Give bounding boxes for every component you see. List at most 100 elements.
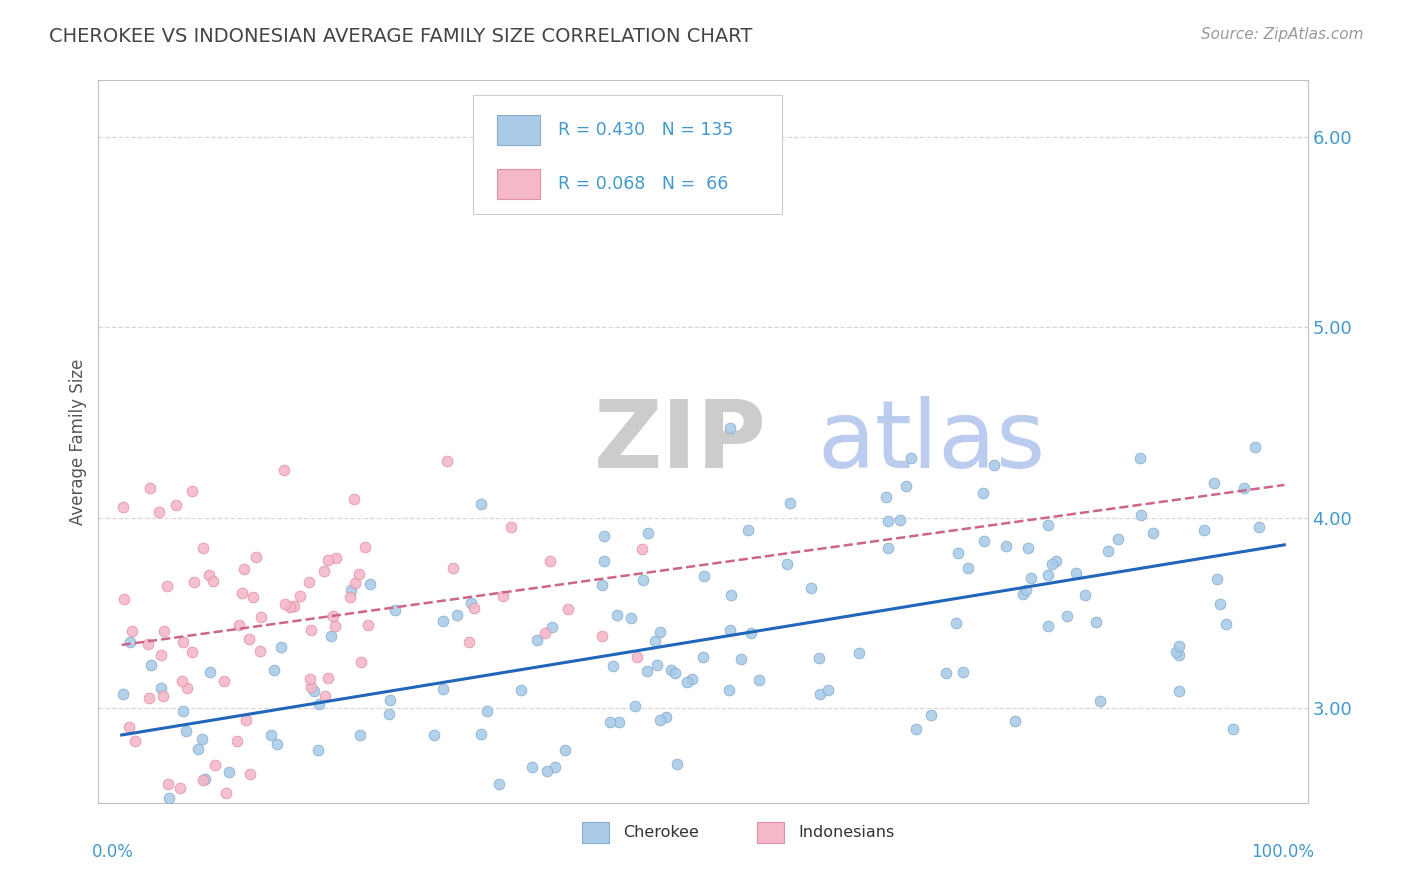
Point	[776, 558, 799, 572]
Point	[432, 681, 454, 696]
Point	[191, 731, 214, 746]
Point	[149, 681, 172, 695]
Point	[187, 742, 209, 756]
Point	[250, 610, 273, 624]
Point	[1209, 597, 1232, 611]
Point	[290, 589, 312, 603]
Point	[648, 625, 671, 640]
Point	[636, 664, 658, 678]
Point	[1045, 554, 1067, 568]
Point	[299, 623, 322, 637]
Point	[191, 541, 214, 556]
Point	[876, 514, 898, 528]
Point	[278, 599, 301, 614]
Text: CHEROKEE VS INDONESIAN AVERAGE FAMILY SIZE CORRELATION CHART: CHEROKEE VS INDONESIAN AVERAGE FAMILY SI…	[49, 27, 752, 45]
Point	[446, 608, 468, 623]
Point	[1167, 648, 1189, 662]
Point	[1015, 583, 1038, 598]
Point	[538, 554, 561, 568]
Point	[645, 657, 668, 672]
Point	[245, 550, 267, 565]
Point	[994, 539, 1017, 553]
Point	[371, 808, 394, 822]
Point	[693, 568, 716, 582]
Point	[779, 496, 801, 510]
Point	[664, 665, 686, 680]
Point	[165, 499, 187, 513]
Point	[889, 513, 911, 527]
Point	[557, 602, 579, 616]
Point	[1066, 566, 1088, 581]
Point	[692, 649, 714, 664]
Point	[384, 603, 406, 617]
Point	[215, 786, 238, 800]
Point	[593, 529, 616, 543]
Point	[593, 554, 616, 568]
Point	[121, 624, 143, 638]
Point	[344, 576, 367, 591]
Text: 0.0%: 0.0%	[93, 843, 134, 861]
Point	[139, 481, 162, 495]
Point	[316, 671, 339, 685]
Point	[308, 697, 330, 711]
Point	[1036, 567, 1059, 582]
Point	[298, 673, 321, 687]
Point	[720, 588, 742, 602]
Point	[1129, 450, 1152, 465]
Point	[1038, 619, 1060, 633]
Point	[541, 619, 564, 633]
Point	[808, 651, 831, 665]
Point	[1232, 481, 1254, 495]
Point	[983, 458, 1005, 472]
Point	[112, 687, 135, 701]
Point	[441, 561, 464, 575]
Point	[644, 634, 666, 648]
Point	[138, 690, 160, 705]
Point	[118, 720, 141, 734]
Point	[808, 687, 831, 701]
Point	[378, 707, 401, 722]
Point	[429, 831, 451, 846]
Point	[266, 737, 288, 751]
Point	[139, 657, 162, 672]
Point	[136, 637, 159, 651]
Point	[204, 757, 226, 772]
FancyBboxPatch shape	[498, 169, 540, 200]
Y-axis label: Average Family Size: Average Family Size	[69, 359, 87, 524]
Point	[118, 635, 141, 649]
Point	[650, 713, 672, 727]
Point	[624, 698, 647, 713]
Text: R = 0.430   N = 135: R = 0.430 N = 135	[558, 121, 734, 139]
Point	[875, 490, 897, 504]
Point	[972, 486, 994, 500]
Point	[153, 624, 176, 638]
Point	[730, 651, 752, 665]
Point	[620, 611, 643, 625]
Point	[470, 727, 492, 741]
Point	[470, 497, 492, 511]
Point	[112, 592, 135, 607]
Point	[1168, 684, 1191, 698]
Point	[191, 772, 214, 787]
Point	[194, 772, 217, 786]
Point	[172, 704, 194, 718]
Point	[1205, 572, 1227, 586]
Point	[270, 640, 292, 654]
Point	[501, 520, 523, 534]
Point	[602, 659, 624, 673]
Point	[172, 635, 194, 649]
Point	[148, 505, 170, 519]
Text: atlas: atlas	[818, 395, 1046, 488]
Point	[896, 478, 918, 492]
Point	[1107, 532, 1129, 546]
Point	[718, 624, 741, 638]
Point	[225, 734, 247, 748]
Point	[307, 743, 329, 757]
Point	[423, 727, 446, 741]
Text: Indonesians: Indonesians	[799, 825, 894, 840]
Point	[263, 663, 285, 677]
Point	[299, 680, 322, 694]
Point	[536, 764, 558, 778]
Point	[169, 780, 191, 795]
Point	[718, 682, 741, 697]
